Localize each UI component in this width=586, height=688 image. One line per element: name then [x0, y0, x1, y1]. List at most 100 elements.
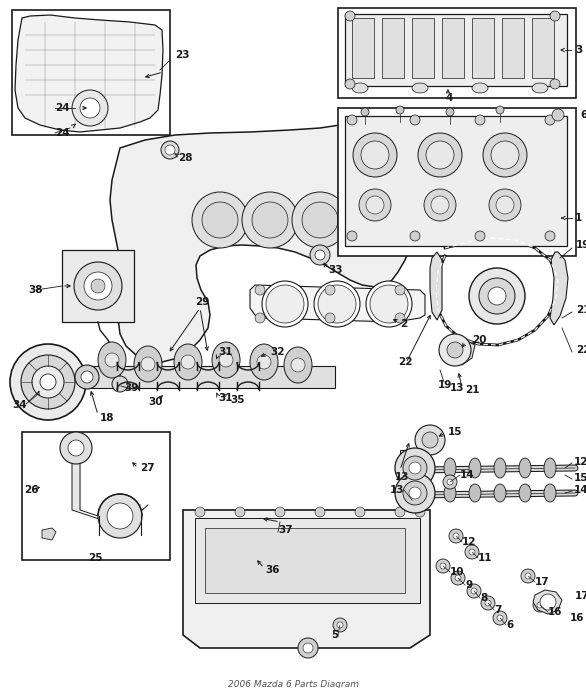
Circle shape — [91, 279, 105, 293]
Polygon shape — [15, 15, 163, 132]
Circle shape — [485, 600, 491, 606]
Circle shape — [395, 285, 405, 295]
Bar — [338, 8, 576, 98]
Circle shape — [255, 313, 265, 323]
Circle shape — [403, 481, 427, 505]
Bar — [502, 18, 524, 78]
Ellipse shape — [419, 484, 431, 502]
Circle shape — [440, 563, 446, 569]
Circle shape — [359, 189, 391, 221]
Bar — [22, 432, 170, 560]
Circle shape — [453, 533, 459, 539]
Text: 37: 37 — [278, 525, 292, 535]
Text: 26: 26 — [24, 485, 39, 495]
Ellipse shape — [544, 484, 556, 502]
Polygon shape — [183, 510, 430, 648]
Text: 5: 5 — [331, 630, 338, 640]
Circle shape — [257, 355, 271, 369]
Bar — [338, 108, 576, 256]
Circle shape — [353, 133, 397, 177]
Circle shape — [521, 569, 535, 583]
Text: 33: 33 — [328, 265, 342, 275]
Circle shape — [533, 598, 547, 612]
Polygon shape — [533, 590, 562, 614]
Text: 20: 20 — [472, 335, 486, 345]
Circle shape — [550, 79, 560, 89]
Circle shape — [422, 432, 438, 448]
Circle shape — [449, 529, 463, 543]
Ellipse shape — [444, 484, 456, 502]
Circle shape — [366, 196, 384, 214]
Bar — [532, 18, 554, 78]
Circle shape — [475, 115, 485, 125]
Text: 15: 15 — [574, 473, 586, 483]
Text: 32: 32 — [270, 347, 284, 357]
Circle shape — [446, 108, 454, 116]
Circle shape — [165, 145, 175, 155]
Text: 36: 36 — [265, 565, 280, 575]
Circle shape — [496, 196, 514, 214]
Text: 19: 19 — [576, 240, 586, 250]
Text: 18: 18 — [100, 413, 114, 423]
Circle shape — [395, 448, 435, 488]
Circle shape — [72, 90, 108, 126]
Text: 2006 Mazda 6 Parts Diagram: 2006 Mazda 6 Parts Diagram — [227, 680, 359, 688]
Circle shape — [112, 376, 128, 392]
Circle shape — [345, 79, 355, 89]
Circle shape — [347, 115, 357, 125]
Text: 39: 39 — [124, 383, 138, 393]
Text: 24: 24 — [55, 103, 70, 113]
Circle shape — [325, 285, 335, 295]
Circle shape — [40, 374, 56, 390]
Text: 8: 8 — [480, 593, 487, 603]
Circle shape — [410, 231, 420, 241]
Ellipse shape — [419, 458, 431, 478]
Bar — [205, 528, 405, 593]
Circle shape — [192, 192, 248, 248]
Circle shape — [275, 507, 285, 517]
Text: 31: 31 — [218, 347, 233, 357]
Text: 29: 29 — [195, 297, 209, 307]
Bar — [400, 450, 430, 475]
Text: 19: 19 — [438, 380, 452, 390]
Circle shape — [303, 643, 313, 653]
Circle shape — [424, 189, 456, 221]
Circle shape — [493, 611, 507, 625]
Text: 6: 6 — [506, 620, 513, 630]
Text: 16: 16 — [548, 607, 563, 617]
Circle shape — [60, 432, 92, 464]
Text: 35: 35 — [230, 395, 244, 405]
Polygon shape — [450, 340, 475, 365]
Ellipse shape — [532, 83, 548, 93]
Circle shape — [409, 497, 415, 503]
Bar — [12, 10, 170, 135]
Circle shape — [455, 575, 461, 581]
Bar — [382, 18, 404, 78]
Circle shape — [355, 507, 365, 517]
Circle shape — [418, 133, 462, 177]
Circle shape — [471, 588, 477, 594]
Polygon shape — [110, 122, 418, 362]
Circle shape — [395, 473, 435, 513]
Ellipse shape — [284, 347, 312, 383]
Circle shape — [467, 584, 481, 598]
Ellipse shape — [212, 342, 240, 378]
Circle shape — [347, 231, 357, 241]
Circle shape — [161, 141, 179, 159]
Circle shape — [310, 245, 330, 265]
Bar — [352, 18, 374, 78]
Text: 13: 13 — [450, 383, 465, 393]
Text: 15: 15 — [448, 427, 462, 437]
Circle shape — [202, 202, 238, 238]
Bar — [412, 18, 434, 78]
Circle shape — [395, 313, 405, 323]
Circle shape — [465, 545, 479, 559]
Text: 27: 27 — [140, 463, 155, 473]
Ellipse shape — [174, 344, 202, 380]
Circle shape — [443, 475, 457, 489]
Circle shape — [431, 196, 449, 214]
Circle shape — [415, 425, 445, 455]
Circle shape — [262, 281, 308, 327]
Circle shape — [483, 133, 527, 177]
Ellipse shape — [98, 342, 126, 378]
